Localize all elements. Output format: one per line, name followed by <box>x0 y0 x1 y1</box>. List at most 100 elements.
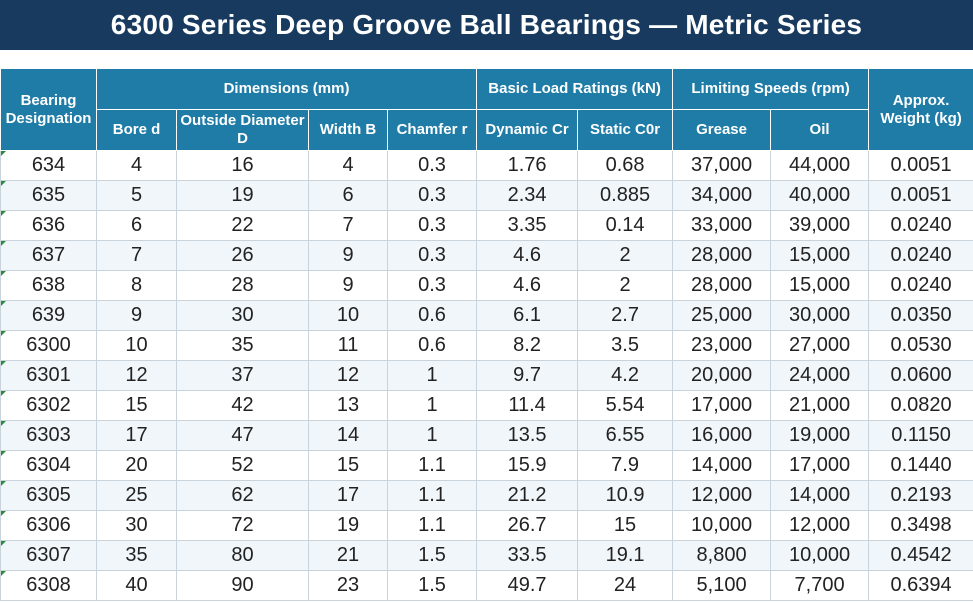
header-dynamic: Dynamic Cr <box>476 109 579 151</box>
header-width: Width B <box>308 109 388 151</box>
cell-width: 9 <box>308 240 388 271</box>
cell-grease: 5,100 <box>672 570 772 601</box>
cell-bore: 9 <box>96 300 177 331</box>
cell-bore: 12 <box>96 360 177 391</box>
cell-bore: 8 <box>96 270 177 301</box>
cell-designation: 6305 <box>0 480 97 511</box>
header-designation: Bearing Designation <box>0 68 97 151</box>
cell-weight: 0.0240 <box>868 210 973 241</box>
table-body: 634 4 16 4 0.3 1.76 0.68 37,000 44,000 0.0051 635 5… <box>0 150 973 601</box>
cell-grease: 28,000 <box>672 270 772 301</box>
cell-outside-diameter: 90 <box>176 570 309 601</box>
cell-static: 2 <box>577 270 674 301</box>
cell-weight: 0.0240 <box>868 270 973 301</box>
cell-outside-diameter: 30 <box>176 300 309 331</box>
header-weight: Approx. Weight (kg) <box>868 68 973 151</box>
cell-oil: 17,000 <box>770 450 870 481</box>
cell-oil: 15,000 <box>770 240 870 271</box>
header-static: Static C0r <box>577 109 674 151</box>
cell-outside-diameter: 42 <box>176 390 309 421</box>
cell-bore: 15 <box>96 390 177 421</box>
cell-grease: 14,000 <box>672 450 772 481</box>
cell-chamfer: 1.1 <box>386 450 478 481</box>
cell-weight: 0.6394 <box>868 570 973 601</box>
table-row: 6304 20 52 15 1.1 15.9 7.9 14,000 17,000 0.1440 <box>0 450 973 481</box>
cell-width: 7 <box>308 210 388 241</box>
table-row: 6306 30 72 19 1.1 26.7 15 10,000 12,000 0.3498 <box>0 510 973 541</box>
cell-oil: 7,700 <box>770 570 870 601</box>
header-outside-diameter: Outside Diameter D <box>176 109 309 151</box>
cell-oil: 40,000 <box>770 180 870 211</box>
cell-designation: 6303 <box>0 420 97 451</box>
cell-outside-diameter: 22 <box>176 210 309 241</box>
cell-chamfer: 0.3 <box>386 240 478 271</box>
cell-static: 0.885 <box>577 180 674 211</box>
cell-dynamic: 3.35 <box>476 210 579 241</box>
cell-dynamic: 15.9 <box>476 450 579 481</box>
cell-width: 9 <box>308 270 388 301</box>
cell-grease: 17,000 <box>672 390 772 421</box>
cell-weight: 0.0350 <box>868 300 973 331</box>
table-row: 6303 17 47 14 1 13.5 6.55 16,000 19,000 0.1150 <box>0 420 973 451</box>
header-grease: Grease <box>672 109 772 151</box>
cell-static: 6.55 <box>577 420 674 451</box>
cell-static: 15 <box>577 510 674 541</box>
table-row: 6301 12 37 12 1 9.7 4.2 20,000 24,000 0.0600 <box>0 360 973 391</box>
cell-width: 14 <box>308 420 388 451</box>
cell-outside-diameter: 62 <box>176 480 309 511</box>
cell-designation: 639 <box>0 300 97 331</box>
cell-dynamic: 9.7 <box>476 360 579 391</box>
cell-grease: 33,000 <box>672 210 772 241</box>
table-row: 638 8 28 9 0.3 4.6 2 28,000 15,000 0.0240 <box>0 270 973 301</box>
cell-weight: 0.0530 <box>868 330 973 361</box>
cell-weight: 0.1150 <box>868 420 973 451</box>
cell-weight: 0.0820 <box>868 390 973 421</box>
cell-outside-diameter: 37 <box>176 360 309 391</box>
cell-chamfer: 0.3 <box>386 210 478 241</box>
title-bar: 6300 Series Deep Groove Ball Bearings — … <box>0 0 973 50</box>
cell-weight: 0.4542 <box>868 540 973 571</box>
cell-chamfer: 1.1 <box>386 480 478 511</box>
cell-oil: 21,000 <box>770 390 870 421</box>
cell-oil: 19,000 <box>770 420 870 451</box>
cell-chamfer: 1 <box>386 360 478 391</box>
cell-width: 10 <box>308 300 388 331</box>
cell-designation: 6308 <box>0 570 97 601</box>
cell-weight: 0.0051 <box>868 150 973 181</box>
cell-weight: 0.0240 <box>868 240 973 271</box>
cell-oil: 27,000 <box>770 330 870 361</box>
cell-grease: 20,000 <box>672 360 772 391</box>
cell-static: 24 <box>577 570 674 601</box>
cell-outside-diameter: 80 <box>176 540 309 571</box>
cell-weight: 0.3498 <box>868 510 973 541</box>
cell-static: 10.9 <box>577 480 674 511</box>
cell-oil: 44,000 <box>770 150 870 181</box>
page-title: 6300 Series Deep Groove Ball Bearings — … <box>110 9 863 40</box>
table-row: 637 7 26 9 0.3 4.6 2 28,000 15,000 0.0240 <box>0 240 973 271</box>
cell-bore: 30 <box>96 510 177 541</box>
cell-dynamic: 33.5 <box>476 540 579 571</box>
cell-static: 2 <box>577 240 674 271</box>
cell-bore: 6 <box>96 210 177 241</box>
cell-designation: 6300 <box>0 330 97 361</box>
cell-grease: 10,000 <box>672 510 772 541</box>
cell-oil: 10,000 <box>770 540 870 571</box>
cell-bore: 5 <box>96 180 177 211</box>
cell-grease: 8,800 <box>672 540 772 571</box>
cell-bore: 20 <box>96 450 177 481</box>
table-row: 636 6 22 7 0.3 3.35 0.14 33,000 39,000 0.0240 <box>0 210 973 241</box>
cell-oil: 15,000 <box>770 270 870 301</box>
cell-grease: 28,000 <box>672 240 772 271</box>
bearings-table: Bearing Designation Dimensions (mm) Basi… <box>0 68 973 601</box>
cell-outside-diameter: 47 <box>176 420 309 451</box>
cell-width: 19 <box>308 510 388 541</box>
header-oil: Oil <box>770 109 870 151</box>
cell-bore: 4 <box>96 150 177 181</box>
cell-dynamic: 2.34 <box>476 180 579 211</box>
cell-static: 19.1 <box>577 540 674 571</box>
cell-outside-diameter: 16 <box>176 150 309 181</box>
table-row: 635 5 19 6 0.3 2.34 0.885 34,000 40,000 0.0051 <box>0 180 973 211</box>
table-row: 6307 35 80 21 1.5 33.5 19.1 8,800 10,000 0.4542 <box>0 540 973 571</box>
cell-static: 3.5 <box>577 330 674 361</box>
cell-oil: 12,000 <box>770 510 870 541</box>
